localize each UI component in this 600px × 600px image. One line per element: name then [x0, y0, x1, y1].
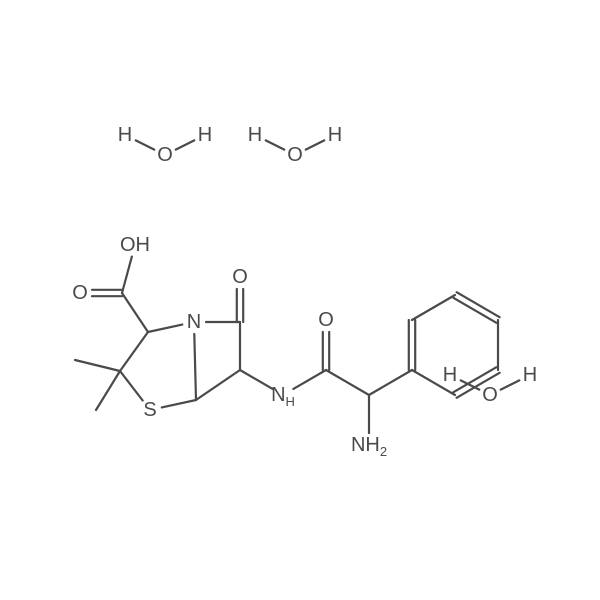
atom-label: H: [198, 124, 212, 146]
atom-label: H: [443, 364, 457, 386]
atom-label: O: [318, 309, 334, 331]
atom-label: H: [248, 124, 262, 146]
atom-label: O: [232, 266, 248, 288]
atom-label: N: [187, 311, 201, 333]
atom-label: O: [287, 144, 303, 166]
atom-label: S: [143, 399, 156, 421]
atom-label: H: [523, 364, 537, 386]
atom-label: O: [157, 144, 173, 166]
atom-label: H: [118, 124, 132, 146]
atom-label: O: [482, 384, 498, 406]
atom-label: O: [72, 282, 88, 304]
atom-label: H: [328, 124, 342, 146]
chemical-structure-diagram: OHHOHHOHHOHONSONHONH2: [0, 0, 600, 600]
atom-label: OH: [120, 234, 150, 256]
